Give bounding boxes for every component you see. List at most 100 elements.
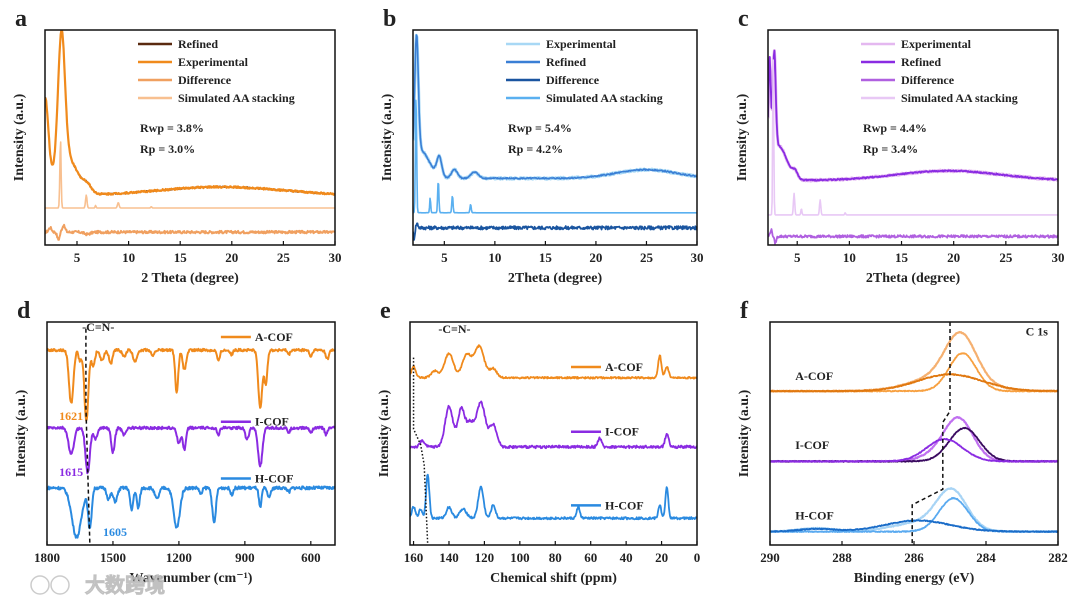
series-line-a-cof bbox=[47, 347, 335, 422]
x-tick-label: 20 bbox=[225, 250, 238, 265]
legend-label: Simulated AA stacking bbox=[178, 91, 295, 105]
y-axis-label: Intensity (a.u.) bbox=[380, 93, 395, 181]
panel-f: 290 288 286 284 282 Binding energy (eV) Intens… bbox=[737, 298, 1068, 586]
x-tick-label: 0 bbox=[694, 550, 701, 565]
series-label: I-COF bbox=[605, 425, 639, 439]
x-tick-label: 10 bbox=[843, 250, 856, 265]
panel-c: 5 10 15 20 25 30 2Theta (degree) Intensity (a.u… bbox=[735, 6, 1065, 286]
x-tick-label: 160 bbox=[404, 550, 424, 565]
series-label: H-COF bbox=[795, 508, 834, 522]
plot-frame bbox=[412, 29, 698, 246]
x-tick-label: 1200 bbox=[166, 550, 192, 565]
x-tick-label: 20 bbox=[589, 250, 602, 265]
fit-statistic: Rwp = 4.4% bbox=[863, 121, 927, 135]
x-tick-label: 140 bbox=[439, 550, 459, 565]
x-tick-label: 15 bbox=[539, 250, 553, 265]
legend-label: Simulated AA stacking bbox=[546, 91, 663, 105]
panel-letter: b bbox=[383, 6, 396, 32]
series-line-difference bbox=[768, 228, 1058, 245]
x-tick-label: 290 bbox=[760, 550, 780, 565]
x-axis-label: Wavenumber (cm⁻¹) bbox=[130, 571, 253, 586]
x-tick-label: 15 bbox=[174, 250, 188, 265]
watermark-icon bbox=[50, 575, 70, 595]
x-tick-label: 1800 bbox=[34, 550, 60, 565]
panel-letter: d bbox=[17, 298, 31, 324]
series-label: A-COF bbox=[605, 360, 643, 374]
series-line-difference bbox=[45, 223, 335, 241]
y-axis-label: Intensity (a.u.) bbox=[12, 93, 27, 181]
fit-statistic: Rp = 4.2% bbox=[508, 142, 563, 156]
x-tick-label: 20 bbox=[655, 550, 668, 565]
x-tick-label: 80 bbox=[549, 550, 562, 565]
x-tick-label: 288 bbox=[832, 550, 852, 565]
legend-label: Difference bbox=[178, 73, 232, 87]
guide-line bbox=[911, 322, 951, 545]
panel-e: 160 140 120 100 80 60 40 20 0 Chemical shift (ppm… bbox=[377, 298, 700, 586]
series-line-a-cof bbox=[410, 344, 697, 380]
series-line-a-cof-component-2 bbox=[770, 373, 1058, 393]
series-group bbox=[410, 344, 697, 521]
panel-d: 1800 1500 1200 900 600 Wavenumber (cm⁻¹) Inten… bbox=[14, 298, 336, 586]
panel-b: 5 10 15 20 25 30 2Theta (degree) Intensity (a.u… bbox=[380, 6, 704, 286]
fit-statistic: Rp = 3.0% bbox=[140, 142, 195, 156]
x-axis-label: 2Theta (degree) bbox=[866, 271, 961, 286]
x-tick-label: 100 bbox=[510, 550, 530, 565]
annotation: 1615 bbox=[59, 465, 83, 479]
series-line-experimental bbox=[768, 49, 1058, 183]
legend-label: Refined bbox=[546, 55, 586, 69]
x-tick-label: 25 bbox=[277, 250, 291, 265]
legend-label: Simulated AA stacking bbox=[901, 91, 1018, 105]
series-label: A-COF bbox=[255, 330, 293, 344]
panel-letter: f bbox=[740, 298, 749, 324]
series-line-experimental bbox=[45, 30, 335, 196]
series-group bbox=[770, 330, 1058, 534]
series-label: H-COF bbox=[605, 498, 644, 512]
fit-statistic: Rwp = 3.8% bbox=[140, 121, 204, 135]
x-tick-label: 5 bbox=[794, 250, 801, 265]
panel-a: 5 10 15 20 25 30 2 Theta (degree) Intensity (a.… bbox=[12, 6, 342, 286]
panel-letter: c bbox=[738, 6, 749, 32]
series-line-h-cof bbox=[47, 485, 335, 539]
fit-statistic: Rwp = 5.4% bbox=[508, 121, 572, 135]
series-group bbox=[45, 30, 335, 241]
x-tick-label: 60 bbox=[584, 550, 597, 565]
x-tick-label: 5 bbox=[441, 250, 448, 265]
legend-label: Refined bbox=[178, 37, 218, 51]
x-axis-label: 2 Theta (degree) bbox=[141, 271, 239, 286]
series-group bbox=[413, 33, 697, 241]
x-axis-label: Chemical shift (ppm) bbox=[490, 571, 617, 586]
legend-label: Experimental bbox=[178, 55, 249, 69]
y-axis-label: Intensity (a.u.) bbox=[735, 93, 750, 181]
x-tick-label: 284 bbox=[976, 550, 996, 565]
legend-label: Refined bbox=[901, 55, 941, 69]
x-tick-label: 5 bbox=[74, 250, 81, 265]
series-line-i-cof bbox=[47, 425, 335, 475]
annotation: -C=N- bbox=[82, 320, 114, 334]
series-label: I-COF bbox=[255, 415, 289, 429]
x-tick-label: 25 bbox=[999, 250, 1013, 265]
x-tick-label: 15 bbox=[895, 250, 909, 265]
legend-label: Difference bbox=[546, 73, 600, 87]
plot-frame bbox=[409, 321, 698, 546]
x-tick-label: 30 bbox=[1052, 250, 1065, 265]
x-tick-label: 40 bbox=[620, 550, 633, 565]
series-line-i-cof-component-2 bbox=[770, 437, 1058, 463]
x-tick-label: 10 bbox=[122, 250, 135, 265]
plot-frame bbox=[44, 29, 336, 246]
y-axis-label: Intensity (a.u.) bbox=[14, 389, 29, 477]
panel-letter: e bbox=[380, 298, 391, 324]
legend-label: Experimental bbox=[546, 37, 617, 51]
fit-statistic: Rp = 3.4% bbox=[863, 142, 918, 156]
series-label: A-COF bbox=[795, 369, 833, 383]
x-tick-label: 1500 bbox=[100, 550, 126, 565]
series-label: H-COF bbox=[255, 472, 294, 486]
x-tick-label: 900 bbox=[235, 550, 255, 565]
guide-line bbox=[85, 328, 91, 546]
x-tick-label: 10 bbox=[488, 250, 501, 265]
plot-frame bbox=[46, 321, 336, 546]
watermark-logo: 大数跨境 bbox=[85, 573, 165, 597]
x-tick-label: 286 bbox=[904, 550, 924, 565]
series-group bbox=[47, 347, 335, 539]
y-axis-label: Intensity (a.u.) bbox=[737, 389, 752, 477]
